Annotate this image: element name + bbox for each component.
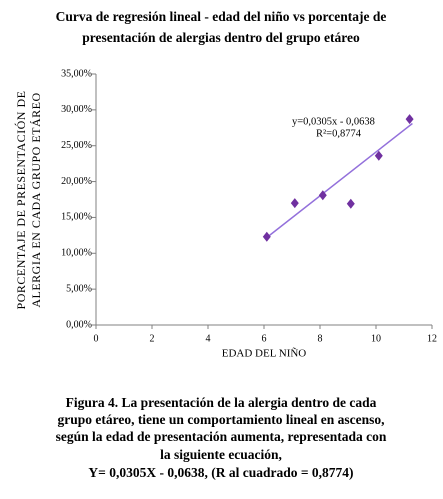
y-tick-label: 20,00% [61,176,92,187]
caption: según la edad de presentación aumenta, r… [56,429,387,444]
caption: grupo etáreo, tiene un comportamiento li… [57,412,384,427]
x-tick-label: 12 [427,333,437,344]
y-tick-label: 10,00% [61,248,92,259]
caption: la siguiente ecuación, [160,447,282,462]
trendline-r2: R²=0,8774 [316,128,362,139]
y-tick-label: 25,00% [61,140,92,151]
x-tick-label: 10 [371,333,381,344]
trendline [266,122,413,239]
y-tick-label: 5,00% [66,283,92,294]
y-axis-label: PORCENTAJE DE PRESENTACIÓN DE [14,91,28,310]
trendline-equation: y=0,0305x - 0,0638 [292,116,375,127]
x-tick-label: 2 [150,333,155,344]
y-tick-label: 35,00% [61,68,92,79]
caption: Figura 4. La presentación de la alergia … [66,395,377,410]
point [262,231,271,242]
y-tick-label: 0,00% [66,319,92,330]
point [318,190,327,201]
point [405,114,414,125]
y-axis-label: ALERGIA EN CADA GRUPO ETÁREO [29,92,43,307]
x-tick-label: 6 [262,333,267,344]
y-tick-label: 15,00% [61,212,92,223]
point [346,198,355,209]
y-tick-label: 30,00% [61,104,92,115]
chart-title: presentación de alergias dentro del grup… [82,30,360,45]
x-tick-label: 4 [206,333,211,344]
point [374,150,383,161]
x-tick-label: 0 [94,333,99,344]
point [290,198,299,209]
caption: Y= 0,0305X - 0,0638, (R al cuadrado = 0,… [88,465,353,480]
x-tick-label: 8 [318,333,323,344]
chart-title: Curva de regresión lineal - edad del niñ… [56,9,387,24]
x-axis-label: EDAD DEL NIÑO [222,348,307,360]
